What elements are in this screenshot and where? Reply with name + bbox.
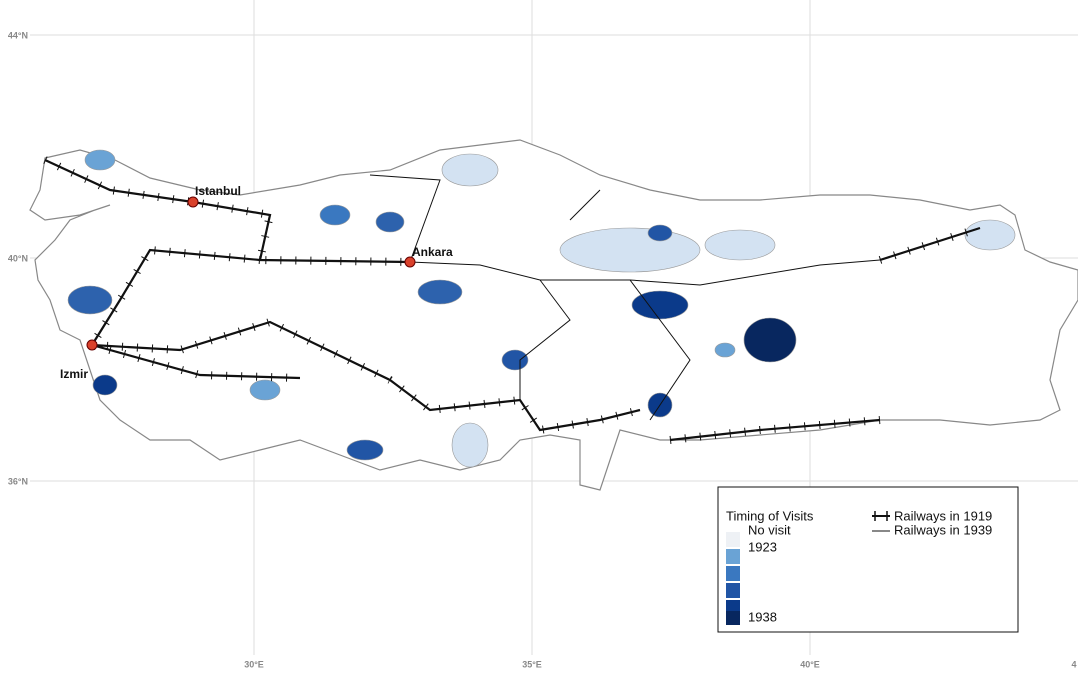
railways-1919 bbox=[43, 156, 982, 444]
district bbox=[249, 379, 281, 401]
legend-label: 1923 bbox=[748, 539, 777, 554]
legend-swatch bbox=[726, 566, 740, 581]
district bbox=[84, 149, 116, 171]
district bbox=[704, 229, 776, 261]
lon-label: 35°E bbox=[522, 659, 542, 669]
district bbox=[501, 349, 529, 371]
district bbox=[375, 211, 405, 233]
city-label: Istanbul bbox=[195, 184, 241, 198]
legend-label: Railways in 1939 bbox=[894, 522, 992, 537]
railway-1939 bbox=[369, 174, 881, 421]
legend-swatch bbox=[726, 583, 740, 598]
legend-label: 1938 bbox=[748, 609, 777, 624]
district bbox=[346, 439, 384, 461]
country-outline bbox=[29, 139, 1078, 491]
city-marker bbox=[187, 196, 199, 208]
district bbox=[647, 224, 673, 242]
visited-districts bbox=[67, 149, 1016, 468]
legend-swatch bbox=[726, 532, 740, 547]
legend-label: Railways in 1919 bbox=[894, 508, 992, 523]
district bbox=[451, 422, 489, 468]
lat-label: 36°N bbox=[8, 476, 28, 486]
cities: Istanbul Ankara Izmir bbox=[60, 184, 453, 381]
district bbox=[559, 227, 701, 273]
district bbox=[743, 317, 797, 363]
lon-label: 4 bbox=[1071, 659, 1076, 669]
railway-1919-ticks bbox=[43, 156, 982, 444]
lon-label: 30°E bbox=[244, 659, 264, 669]
district bbox=[67, 285, 113, 315]
city-label: Ankara bbox=[412, 245, 453, 259]
lat-label: 44°N bbox=[8, 30, 28, 40]
legend-swatch bbox=[726, 549, 740, 564]
district bbox=[92, 374, 118, 396]
district bbox=[964, 219, 1016, 251]
district bbox=[319, 204, 351, 226]
district bbox=[441, 153, 499, 187]
district bbox=[417, 279, 463, 305]
district bbox=[631, 290, 689, 320]
city-marker bbox=[86, 339, 98, 351]
district bbox=[714, 342, 736, 358]
city-label: Izmir bbox=[60, 367, 88, 381]
lon-label: 40°E bbox=[800, 659, 820, 669]
legend-title: Timing of Visits bbox=[726, 508, 814, 523]
legend-swatch bbox=[726, 611, 740, 625]
legend: Timing of Visits No visit 1923 1938 Rail… bbox=[717, 486, 1019, 633]
legend-box bbox=[717, 486, 1019, 633]
lat-label: 40°N bbox=[8, 253, 28, 263]
legend-label: No visit bbox=[748, 522, 791, 537]
city-marker bbox=[404, 256, 416, 268]
